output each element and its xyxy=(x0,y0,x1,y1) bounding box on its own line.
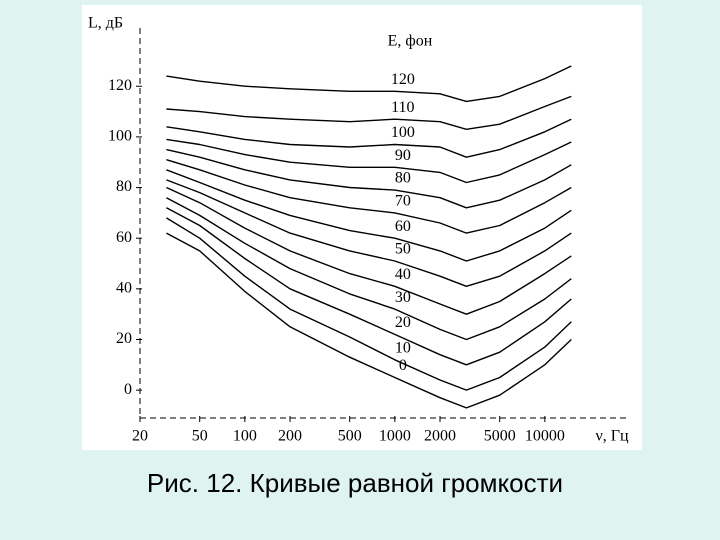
curve xyxy=(166,179,572,287)
legend-title: E, фон xyxy=(388,33,433,50)
curve xyxy=(166,159,572,234)
y-tick-label: 120 xyxy=(108,77,132,94)
curve xyxy=(166,138,572,184)
curve xyxy=(166,169,572,262)
y-tick-label: 80 xyxy=(116,178,132,195)
curve-label: 90 xyxy=(395,147,411,164)
curve-label: 20 xyxy=(395,314,411,331)
curve-label: 30 xyxy=(395,289,411,306)
x-tick-label: 2000 xyxy=(424,428,456,445)
x-tick-label: 50 xyxy=(192,428,208,445)
curve xyxy=(166,207,572,366)
x-tick-label: 20 xyxy=(132,428,148,445)
y-tick-label: 60 xyxy=(116,229,132,246)
curve xyxy=(166,186,572,315)
x-tick-label: 200 xyxy=(278,428,302,445)
curve xyxy=(166,118,572,158)
curve xyxy=(166,148,572,209)
curve-label: 110 xyxy=(391,99,414,116)
y-tick-label: 20 xyxy=(116,330,132,347)
curve-label: 80 xyxy=(395,170,411,187)
curve-label: 120 xyxy=(391,71,415,88)
x-tick-label: 100 xyxy=(233,428,257,445)
x-tick-label: 1000 xyxy=(379,428,411,445)
curve xyxy=(166,232,572,409)
x-tick-label: 500 xyxy=(338,428,362,445)
y-axis-label: L, дБ xyxy=(88,15,123,32)
chart-panel xyxy=(82,5,642,450)
curve-label: 0 xyxy=(399,357,407,374)
y-tick-label: 0 xyxy=(124,381,132,398)
curve-label: 10 xyxy=(395,339,411,356)
x-tick-label: 10000 xyxy=(525,428,565,445)
curve-label: 50 xyxy=(395,241,411,258)
curve-label: 60 xyxy=(395,218,411,235)
y-tick-label: 100 xyxy=(108,128,132,145)
caption: Рис. 12. Кривые равной громкости xyxy=(147,468,563,498)
curve-label: 100 xyxy=(391,124,415,141)
curve-label: 40 xyxy=(395,266,411,283)
curve xyxy=(166,217,572,391)
curve xyxy=(166,197,572,341)
curve-label: 70 xyxy=(395,193,411,210)
x-tick-label: 5000 xyxy=(484,428,516,445)
x-axis-label: ν, Гц xyxy=(595,428,628,445)
y-tick-label: 40 xyxy=(116,280,132,297)
curve xyxy=(166,95,572,130)
curve xyxy=(166,65,572,103)
